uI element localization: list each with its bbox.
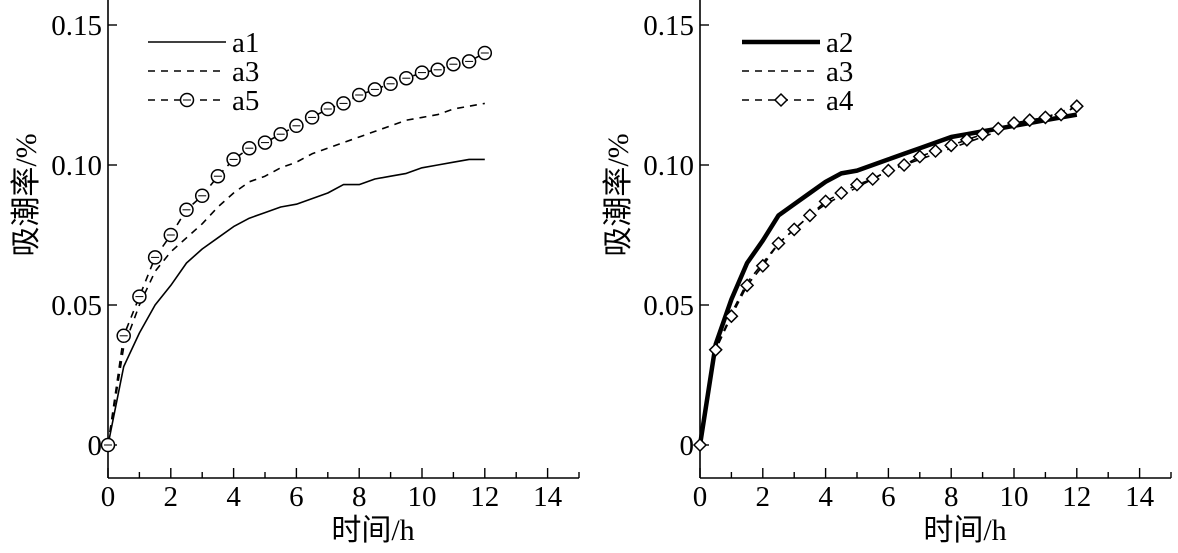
- x-axis-title: 时间/h: [923, 514, 1006, 547]
- data-point-a4: [1006, 115, 1022, 131]
- data-point-a4: [740, 278, 755, 293]
- x-tick-label: 0: [101, 481, 116, 513]
- data-point-a4: [881, 163, 896, 178]
- data-point-a4: [724, 309, 739, 324]
- data-point-a4: [944, 138, 959, 153]
- x-tick-label: 12: [1062, 481, 1091, 513]
- x-tick-label: 10: [408, 481, 437, 513]
- x-tick-label: 6: [289, 481, 304, 513]
- data-point-a4: [834, 185, 849, 201]
- data-point-a4: [787, 222, 802, 237]
- y-tick-label: 0: [88, 430, 103, 462]
- data-point-a4: [897, 157, 912, 173]
- legend-label-a5: a5: [232, 85, 259, 117]
- legend-label-a2: a2: [826, 27, 853, 59]
- data-point-a4: [865, 171, 880, 187]
- x-tick-label: 4: [226, 481, 241, 513]
- y-tick-label: 0.10: [51, 150, 102, 182]
- y-tick-label: 0.15: [51, 10, 102, 42]
- y-tick-label: 0.15: [643, 10, 694, 42]
- x-tick-label: 6: [881, 481, 896, 513]
- y-axis-title: 吸潮率/%: [602, 133, 635, 256]
- data-point-a4: [818, 194, 833, 209]
- x-tick-label: 0: [693, 481, 708, 513]
- x-tick-label: 2: [164, 481, 179, 513]
- x-tick-label: 8: [352, 481, 367, 513]
- series-line-a5: [107, 52, 486, 446]
- x-axis-title: 时间/h: [331, 514, 414, 547]
- data-point-a4: [771, 236, 786, 251]
- x-tick-label: 10: [1000, 481, 1029, 513]
- legend-label-a3: a3: [232, 56, 259, 88]
- data-point-a4: [1069, 99, 1084, 114]
- data-point-a4: [1054, 107, 1069, 122]
- x-tick-label: 14: [1125, 481, 1155, 513]
- data-point-a4: [991, 121, 1006, 136]
- data-point-a4: [928, 143, 943, 159]
- legend-label-a4: a4: [826, 85, 854, 117]
- x-tick-label: 2: [756, 481, 771, 513]
- data-point-a4: [912, 149, 927, 164]
- data-point-a4: [692, 437, 708, 453]
- legend-label-a3: a3: [826, 56, 853, 88]
- x-tick-label: 8: [944, 481, 959, 513]
- x-tick-label: 14: [533, 481, 563, 513]
- x-tick-label: 12: [470, 481, 499, 513]
- x-tick-label: 4: [818, 481, 833, 513]
- series-line-a1: [107, 158, 485, 446]
- y-axis-title: 吸潮率/%: [10, 133, 43, 256]
- data-point-a4: [975, 127, 990, 142]
- y-tick-label: 0.10: [643, 150, 694, 182]
- y-tick-label: 0: [680, 430, 695, 462]
- data-point-a4: [1038, 110, 1053, 125]
- data-point-a4: [1022, 113, 1037, 128]
- data-point-a4: [849, 177, 865, 192]
- legend-label-a1: a1: [232, 27, 259, 59]
- data-point-a4: [802, 208, 817, 223]
- data-point-a4: [708, 342, 723, 357]
- data-point-a4: [959, 132, 974, 147]
- series-line-a3: [107, 102, 485, 446]
- y-tick-label: 0.05: [643, 290, 694, 322]
- y-tick-label: 0.05: [51, 290, 102, 322]
- data-point-a4: [755, 258, 770, 273]
- legend-marker-a4: [773, 92, 789, 108]
